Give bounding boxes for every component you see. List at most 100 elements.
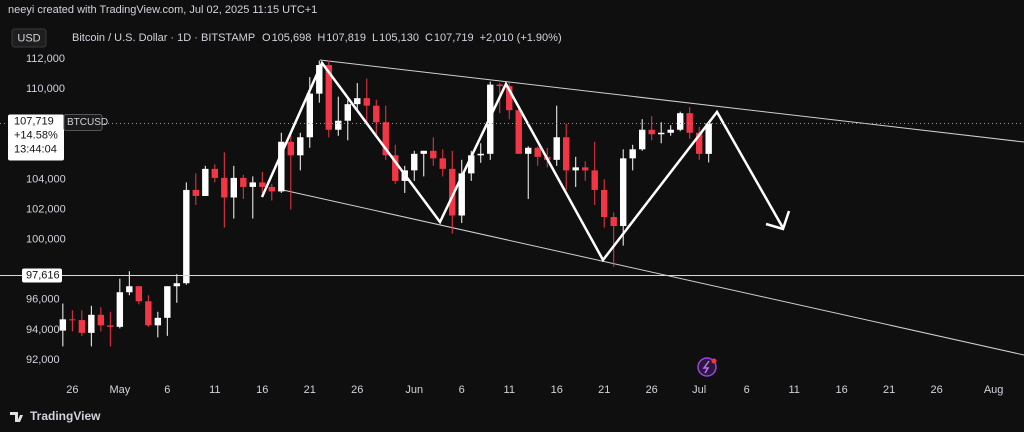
- x-tick-label: 21: [598, 384, 610, 396]
- legend-change: +2,010 (+1.90%): [480, 32, 562, 44]
- candle-body: [116, 292, 124, 327]
- brand-logo: [10, 412, 23, 422]
- candles: [59, 60, 712, 347]
- candle-body: [582, 167, 589, 171]
- candle-body: [335, 120, 342, 130]
- x-tick-label: 26: [646, 384, 658, 396]
- candle-body: [610, 217, 617, 227]
- brand-name: TradingView: [30, 409, 101, 423]
- legend-key: L: [372, 32, 378, 44]
- candle-body: [306, 93, 313, 138]
- y-tick-label: 100,000: [26, 233, 66, 245]
- candle-body: [230, 177, 238, 198]
- candle-body: [667, 129, 674, 133]
- legend-value: 107,719: [434, 32, 474, 44]
- candle-body: [59, 319, 67, 331]
- candle-body: [211, 168, 219, 178]
- candle-body: [563, 137, 570, 171]
- footer: TradingView: [10, 409, 101, 423]
- x-tick-label: 26: [930, 384, 942, 396]
- candle-body: [363, 98, 370, 106]
- candle-body: [97, 314, 105, 326]
- candle-body: [430, 150, 437, 159]
- candle-body: [135, 286, 143, 302]
- candle-body: [126, 286, 133, 293]
- candle-body: [534, 147, 541, 157]
- upper-trendline: [319, 59, 1024, 143]
- candle-body: [392, 155, 399, 181]
- candle-body: [648, 129, 655, 135]
- x-tick-label: 21: [304, 384, 316, 396]
- candle-body: [373, 105, 380, 123]
- zigzag-projection: [260, 60, 785, 263]
- candle-body: [572, 167, 579, 171]
- lower-trendline: [282, 189, 1024, 356]
- candle-body: [676, 113, 684, 130]
- candle-body: [78, 320, 86, 333]
- candle-body: [154, 317, 162, 326]
- candle-body: [638, 129, 646, 150]
- candle-body: [297, 137, 304, 156]
- horizontal-line-tag: [22, 268, 62, 283]
- price-tag-value: 107,719: [14, 115, 54, 127]
- candle-body: [591, 170, 598, 190]
- x-tick-label: Jul: [692, 384, 706, 396]
- candle-body: [164, 286, 171, 318]
- candle-body: [525, 147, 532, 154]
- candle-body: [221, 177, 228, 198]
- candle-body: [620, 158, 627, 227]
- symbol-tag: [63, 113, 103, 131]
- legend-value: 107,819: [326, 32, 366, 44]
- candle-body: [601, 189, 608, 218]
- candle-body: [88, 314, 95, 333]
- event-circle[interactable]: [697, 357, 717, 377]
- candle-body: [202, 168, 209, 196]
- currency-label[interactable]: USD: [17, 32, 40, 44]
- y-tick-label: 110,000: [26, 83, 65, 95]
- legend-value: 105,130: [379, 32, 419, 44]
- x-tick-label: 11: [504, 384, 515, 396]
- price-tag: [8, 114, 64, 161]
- symbol-tag-label: BTCUSD: [67, 117, 108, 128]
- candle-body: [629, 149, 636, 159]
- candle-body: [278, 141, 285, 192]
- candle-body: [69, 319, 76, 321]
- candle-body: [325, 65, 332, 130]
- candle-body: [382, 122, 389, 156]
- candle-body: [354, 98, 361, 105]
- candle-body: [695, 132, 703, 154]
- horizontal-line-label: 97,616: [26, 269, 60, 281]
- candle-body: [316, 65, 323, 94]
- candle-body: [477, 153, 484, 156]
- arrow-head: [765, 210, 791, 231]
- candle-body: [686, 113, 693, 133]
- candle-body: [468, 155, 475, 174]
- candle-body: [657, 132, 665, 135]
- candle-body: [192, 189, 200, 196]
- x-tick-label: 16: [551, 384, 563, 396]
- y-tick-label: 94,000: [26, 324, 60, 336]
- x-tick-label: 6: [459, 384, 465, 396]
- x-tick-label: 11: [788, 384, 799, 396]
- candle-body: [287, 141, 294, 156]
- event-icon[interactable]: [697, 357, 717, 377]
- y-tick-label: 102,000: [26, 203, 66, 215]
- y-tick-label: 92,000: [26, 354, 60, 366]
- candle-body: [515, 110, 522, 154]
- x-tick-label: 16: [256, 384, 268, 396]
- x-tick-label: 16: [836, 384, 848, 396]
- x-tick-label: 26: [66, 384, 78, 396]
- candle-body: [439, 158, 446, 169]
- x-tick-label: 21: [883, 384, 895, 396]
- candle-body: [449, 168, 456, 216]
- candle-body: [420, 150, 427, 154]
- credit: neeyi created with TradingView.com, Jul …: [8, 4, 317, 16]
- x-tick-label: Jun: [405, 384, 423, 396]
- x-tick-label: 11: [209, 384, 220, 396]
- event-bolt: [702, 360, 710, 374]
- currency-button[interactable]: [11, 28, 47, 48]
- y-tick-label: 104,000: [26, 173, 66, 185]
- y-tick-label: 96,000: [26, 294, 60, 306]
